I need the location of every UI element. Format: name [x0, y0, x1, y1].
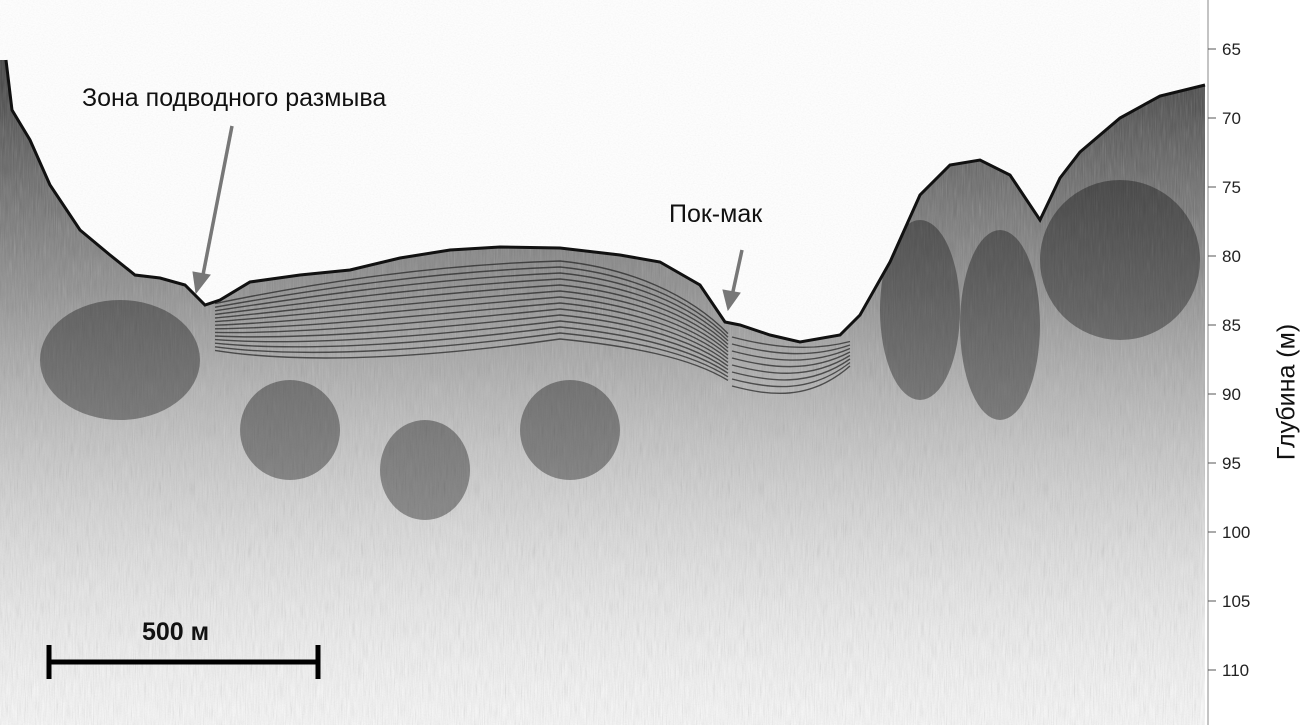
- sediment-layer: [214, 338, 729, 381]
- sediment-layer: [214, 296, 729, 356]
- sediment-layer: [731, 365, 851, 395]
- sediment-layer: [214, 290, 729, 353]
- sediment-layer: [214, 320, 729, 371]
- scale-bar: [46, 645, 321, 679]
- sediment-layer: [731, 343, 851, 355]
- sediment-layer: [214, 308, 729, 363]
- dark-band: [40, 300, 200, 420]
- depth-tick-label: 65: [1222, 40, 1241, 59]
- depth-tick-label: 80: [1222, 247, 1241, 266]
- sediment-layer: [731, 358, 851, 381]
- sediment-layer: [214, 284, 729, 349]
- erosion-zone-arrow: [192, 125, 234, 295]
- dark-band: [960, 230, 1040, 420]
- depth-tick-label: 75: [1222, 178, 1241, 197]
- sediment-layers: [214, 260, 851, 395]
- erosion-zone-label: Зона подводного размыва: [82, 84, 387, 112]
- sediment-layer: [214, 314, 729, 367]
- sediment-layer: [731, 361, 851, 388]
- sediment-layer: [214, 272, 729, 342]
- sediment-layer: [214, 332, 729, 378]
- sediment-layer: [731, 336, 851, 349]
- sediment-layer: [731, 347, 851, 361]
- sediment-layer: [214, 302, 729, 360]
- sediment-layer: [731, 351, 851, 368]
- depth-tick-label: 70: [1222, 109, 1241, 128]
- dark-band: [880, 220, 960, 400]
- seafloor-reflector: [4, 59, 1206, 344]
- depth-tick-label: 90: [1222, 385, 1241, 404]
- depth-tick-label: 105: [1222, 592, 1250, 611]
- scale-bar-label: 500 м: [142, 618, 210, 646]
- sediment-layer: [214, 278, 729, 345]
- dark-band: [380, 420, 470, 520]
- dark-band: [240, 380, 340, 480]
- depth-axis-title: Глубина (м): [1272, 323, 1301, 461]
- depth-tick-label: 85: [1222, 316, 1241, 335]
- sediment-layer: [731, 354, 851, 374]
- depth-tick-label: 95: [1222, 454, 1241, 473]
- depth-tick-label: 100: [1222, 523, 1250, 542]
- sediment-layer: [214, 266, 729, 338]
- dark-band: [520, 380, 620, 480]
- acoustic-dark-bands: [40, 180, 1200, 520]
- sediment-layer: [214, 260, 729, 335]
- depth-tick-label: 110: [1222, 661, 1249, 680]
- pockmark-label: Пок-мак: [669, 200, 763, 228]
- depth-axis: 65 70 75 80 85 90 95 100 105 110: [1207, 0, 1250, 725]
- sediment-layer: [214, 326, 729, 374]
- pockmark-arrow: [722, 249, 744, 312]
- dark-band: [1040, 180, 1200, 340]
